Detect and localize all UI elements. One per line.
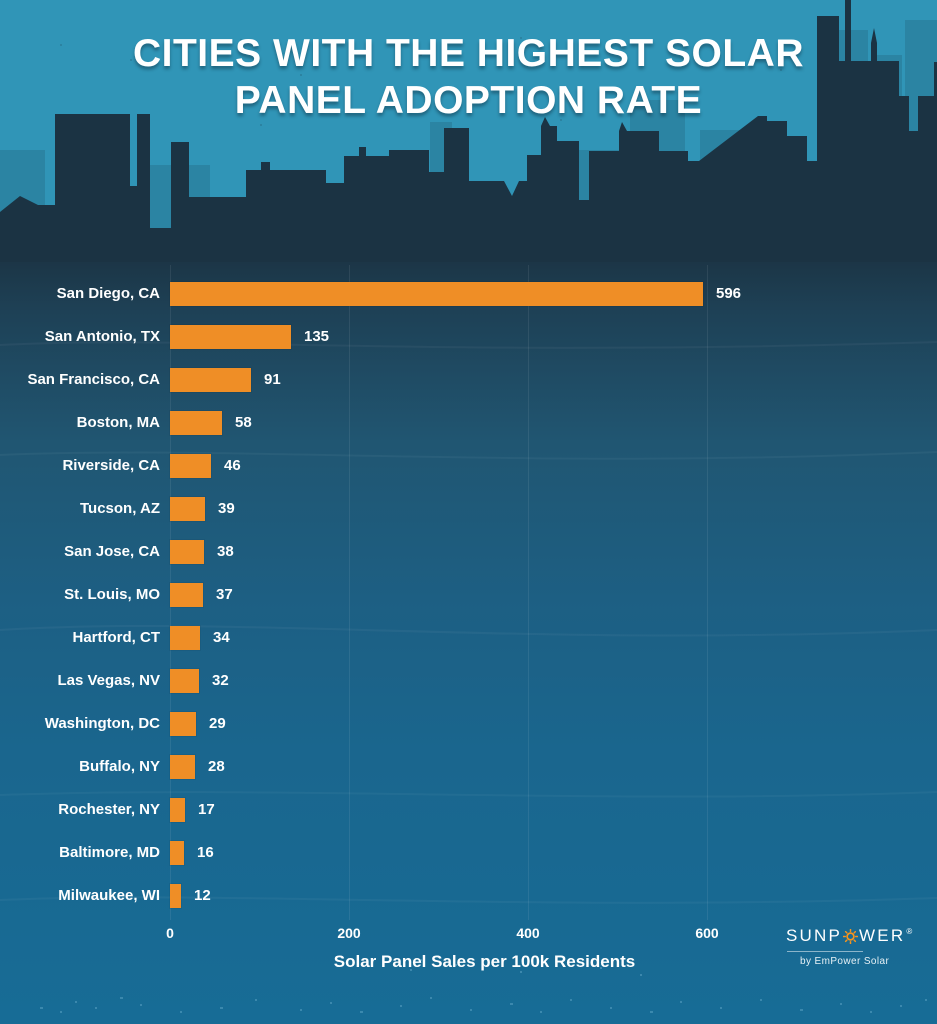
bar xyxy=(170,539,204,564)
bar-row: Boston, MA 58 xyxy=(0,401,937,444)
city-skyline-silhouette xyxy=(0,0,937,262)
bar-track: 12 xyxy=(170,883,937,908)
bar-value-label: 16 xyxy=(197,844,214,861)
x-axis-ticks: 0 200 400 600 xyxy=(0,925,937,945)
bar-track: 34 xyxy=(170,625,937,650)
bar xyxy=(170,883,181,908)
city-label: Baltimore, MD xyxy=(59,844,160,861)
bar-value-label: 32 xyxy=(212,672,229,689)
bar-value-label: 596 xyxy=(716,285,742,302)
bar-track: 37 xyxy=(170,582,937,607)
city-label: Las Vegas, NV xyxy=(57,672,160,689)
city-label: San Diego, CA xyxy=(56,285,160,302)
bar-row: Hartford, CT 34 xyxy=(0,616,937,659)
bar xyxy=(170,582,203,607)
bar xyxy=(170,668,199,693)
bar-track: 46 xyxy=(170,453,937,478)
bar-row: San Diego, CA 596 xyxy=(0,272,937,315)
brand-text-right: WER xyxy=(859,926,906,945)
bar-value-label: 37 xyxy=(216,586,233,603)
x-tick-label: 0 xyxy=(166,925,174,941)
bar xyxy=(170,453,211,478)
bar-track: 38 xyxy=(170,539,937,564)
infographic-title: CITIES WITH THE HIGHEST SOLAR PANEL ADOP… xyxy=(132,32,804,122)
bar-row: Buffalo, NY 28 xyxy=(0,745,937,788)
x-tick-label: 200 xyxy=(337,925,361,941)
bar-row: San Jose, CA 38 xyxy=(0,530,937,573)
bar-row: Washington, DC 29 xyxy=(0,702,937,745)
bar xyxy=(170,754,195,779)
skyline-front-layer xyxy=(0,0,937,262)
bar-value-label: 39 xyxy=(218,500,235,517)
bar-track: 58 xyxy=(170,410,937,435)
bar-chart: San Diego, CA 596 San Antonio, TX 135 San Fr… xyxy=(0,272,937,917)
city-label: Washington, DC xyxy=(44,715,160,732)
registered-mark: ® xyxy=(906,926,913,936)
city-label: Riverside, CA xyxy=(62,457,160,474)
bar-row: San Antonio, TX 135 xyxy=(0,315,937,358)
bar-track: 32 xyxy=(170,668,937,693)
sunpower-logo: SUNP WER ® by EmPower Solar xyxy=(786,926,931,967)
bar xyxy=(170,367,251,392)
city-label: Hartford, CT xyxy=(72,629,161,646)
city-label: San Jose, CA xyxy=(64,543,160,560)
bar-value-label: 29 xyxy=(209,715,226,732)
bar-value-label: 28 xyxy=(208,758,225,775)
bar xyxy=(170,410,222,435)
x-tick-label: 600 xyxy=(695,925,719,941)
city-label: Milwaukee, WI xyxy=(58,887,160,904)
bar-value-label: 34 xyxy=(213,629,230,646)
bar-row: San Francisco, CA 91 xyxy=(0,358,937,401)
bar-track: 28 xyxy=(170,754,937,779)
bar-row: Rochester, NY 17 xyxy=(0,788,937,831)
city-label: Buffalo, NY xyxy=(79,758,160,775)
bar-row: Baltimore, MD 16 xyxy=(0,831,937,874)
bar xyxy=(170,711,196,736)
bar xyxy=(170,797,185,822)
bar-value-label: 58 xyxy=(235,414,252,431)
bar-value-label: 12 xyxy=(194,887,211,904)
bar xyxy=(170,625,200,650)
city-label: Tucson, AZ xyxy=(80,500,160,517)
bar-value-label: 46 xyxy=(224,457,241,474)
bar-value-label: 91 xyxy=(264,371,281,388)
sun-icon xyxy=(843,928,859,944)
bar-row: Riverside, CA 46 xyxy=(0,444,937,487)
bar-track: 596 xyxy=(170,281,937,306)
city-label: Boston, MA xyxy=(76,414,160,431)
bar-track: 17 xyxy=(170,797,937,822)
x-tick-label: 400 xyxy=(516,925,540,941)
city-label: San Antonio, TX xyxy=(44,328,160,345)
bar-row: St. Louis, MO 37 xyxy=(0,573,937,616)
brand-text-left: SUNP xyxy=(786,926,843,945)
gridline xyxy=(707,265,708,920)
bar xyxy=(170,281,703,306)
bar-track: 39 xyxy=(170,496,937,521)
bar-track: 16 xyxy=(170,840,937,865)
bar-row: Las Vegas, NV 32 xyxy=(0,659,937,702)
gridline xyxy=(349,265,350,920)
x-axis-label: Solar Panel Sales per 100k Residents xyxy=(333,952,636,971)
gradient-background xyxy=(0,250,937,1024)
city-label: San Francisco, CA xyxy=(27,371,160,388)
brand-wordmark: SUNP WER ® xyxy=(786,926,931,946)
bar-row: Milwaukee, WI 12 xyxy=(0,874,937,917)
gridline xyxy=(528,265,529,920)
logo-divider xyxy=(787,951,863,952)
city-label: Rochester, NY xyxy=(58,801,160,818)
bar xyxy=(170,840,184,865)
bar-value-label: 135 xyxy=(304,328,330,345)
bar-track: 135 xyxy=(170,324,937,349)
bar-track: 91 xyxy=(170,367,937,392)
bar-row: Tucson, AZ 39 xyxy=(0,487,937,530)
bar-value-label: 38 xyxy=(217,543,234,560)
bar xyxy=(170,496,205,521)
bar-track: 29 xyxy=(170,711,937,736)
bar-value-label: 17 xyxy=(198,801,215,818)
bar xyxy=(170,324,291,349)
city-label: St. Louis, MO xyxy=(64,586,160,603)
logo-byline: by EmPower Solar xyxy=(800,956,890,967)
